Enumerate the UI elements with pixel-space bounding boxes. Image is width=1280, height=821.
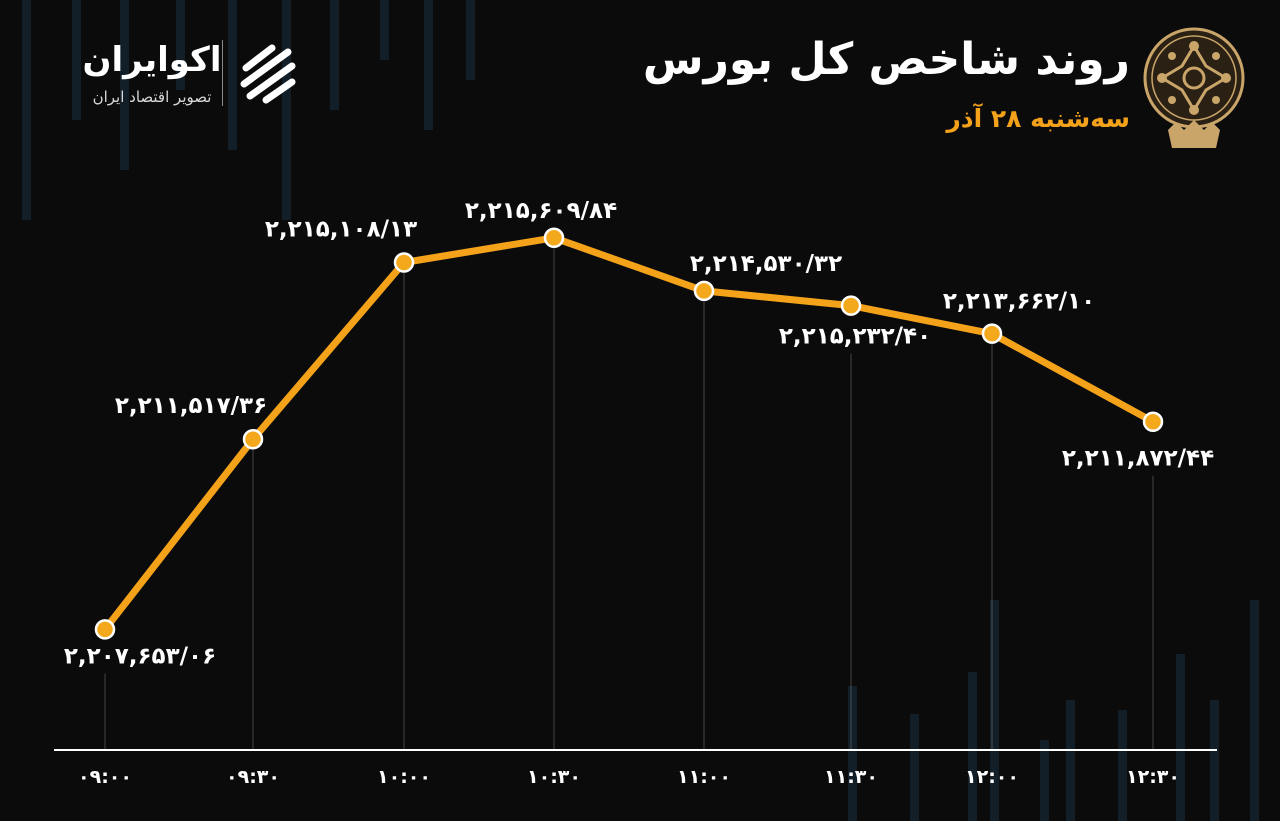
background-bar [910,714,919,821]
background-bar [22,0,31,220]
x-tick-label: ۰۹:۰۰ [78,766,132,788]
background-bar [1210,700,1219,821]
stock-exchange-seal-icon [1143,27,1245,148]
data-point-marker [543,227,565,249]
brand-tagline: تصویر اقتصاد ایران [92,88,212,106]
x-tick-label: ۱۱:۰۰ [677,766,731,788]
background-candlestick-decoration [22,0,1259,821]
data-label: ۲,۲۱۱,۸۷۲/۴۴ [1062,446,1214,472]
x-tick-label: ۱۲:۰۰ [965,766,1019,788]
x-tick-label: ۱۰:۰۰ [377,766,431,788]
background-bar [176,0,185,90]
data-labels: ۲,۲۰۷,۶۵۳/۰۶ ۲,۲۱۱,۵۱۷/۳۶ ۲,۲۱۵,۱۰۸/۱۳ ۲,۲۱… [64,198,1214,670]
background-bar [968,672,977,821]
chart-subtitle-date: سه‌شنبه ۲۸ آذر [946,104,1130,133]
x-tick-label: ۱۱:۳۰ [824,766,878,788]
data-point-markers [94,227,1164,640]
data-label: ۲,۲۱۵,۶۰۹/۸۴ [465,198,617,224]
background-bar [282,0,291,220]
x-tick-label: ۱۰:۳۰ [527,766,581,788]
vertical-guide-lines [104,247,1154,750]
data-label: ۲,۲۱۱,۵۱۷/۳۶ [115,393,267,419]
background-bar [1040,740,1049,821]
data-point-marker [242,428,264,450]
background-bar [1176,654,1185,821]
brand-block: اکوایران تصویر اقتصاد ایران [40,34,320,114]
brand-divider [222,40,223,106]
background-bar [990,600,999,821]
background-bar [848,686,857,821]
background-bar [228,0,237,150]
data-point-marker [1142,411,1164,432]
brand-name: اکوایران [82,40,222,80]
ecoiran-wave-logo-icon [240,44,296,104]
data-label: ۲,۲۱۵,۱۰۸/۱۳ [265,216,417,242]
data-point-marker [981,323,1003,344]
data-point-marker [94,619,116,640]
background-bar [380,0,389,60]
data-label: ۲,۲۰۷,۶۵۳/۰۶ [64,643,216,669]
background-bar [1250,600,1259,821]
x-tick-labels: ۰۹:۰۰ ۰۹:۳۰ ۱۰:۰۰ ۱۰:۳۰ ۱۱:۰۰ ۱۱:۳۰ ۱۲:۰۰ ۱۲:۳۰ [78,766,1180,788]
data-point-marker [840,295,862,316]
chart-title: روند شاخص کل بورس [642,34,1130,85]
data-label: ۲,۲۱۵,۲۳۲/۴۰ [779,324,931,350]
background-bar [120,0,129,170]
index-series-line [102,234,1155,632]
x-tick-label: ۰۹:۳۰ [226,766,280,788]
background-bar [72,0,81,120]
background-bar [1066,700,1075,821]
background-bar [330,0,339,110]
background-bar [1118,710,1127,821]
background-bar [424,0,433,130]
x-tick-label: ۱۲:۳۰ [1126,766,1180,788]
data-label: ۲,۲۱۳,۶۶۲/۱۰ [943,289,1095,315]
data-label: ۲,۲۱۴,۵۳۰/۳۲ [690,251,842,277]
background-bar [466,0,475,80]
data-point-marker [393,252,415,273]
data-point-marker [693,280,715,302]
